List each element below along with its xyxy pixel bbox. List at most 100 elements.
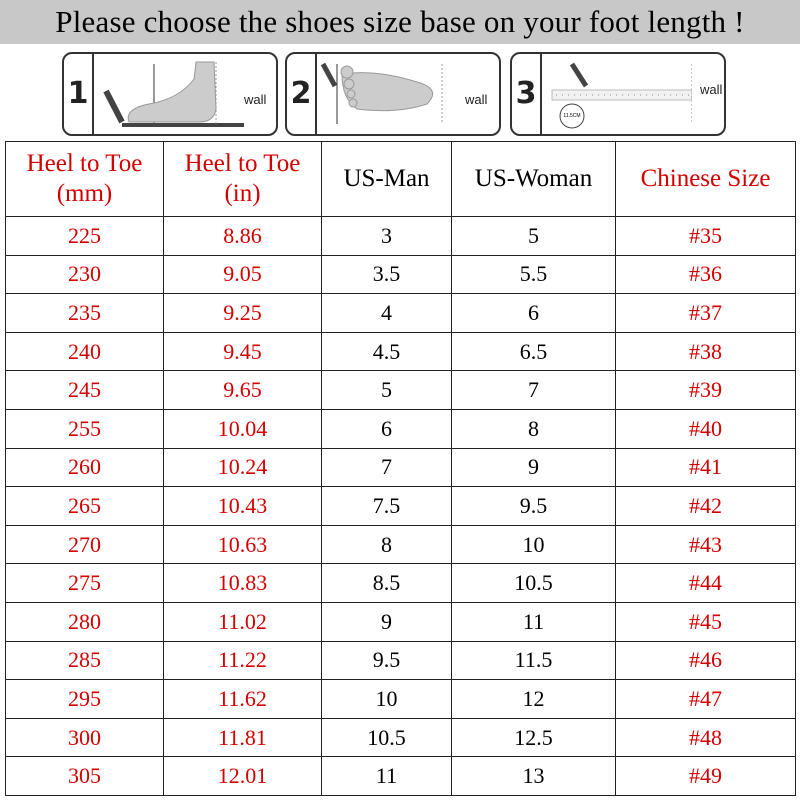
cell-chinese-size: #36 [615,254,796,295]
table-row: 230 9.05 3.5 5.5 #36 [5,254,796,295]
header-line: Heel to Toe [26,150,143,177]
foot-top-icon [320,62,443,124]
table-row: 265 10.43 7.5 9.5 #42 [5,486,796,526]
cell-chinese-size: #46 [615,640,796,681]
cell-in: 10.83 [163,563,322,603]
cell-us-woman: 10.5 [451,563,616,603]
table-row: 260 10.24 7 9 #41 [5,447,796,488]
header-unit: (in) [224,180,261,207]
cell-us-woman: 9 [451,447,616,488]
cell-us-man: 6 [321,408,452,449]
cell-us-man: 3.5 [321,254,452,295]
header-row: Heel to Toe (mm) Heel to Toe (in) US-Man US-W… [5,141,796,217]
cell-us-man: 9.5 [321,640,452,681]
cell-us-woman: 5 [451,216,616,256]
cell-in: 11.02 [163,601,322,642]
cell-chinese-size: #49 [615,756,796,796]
step-3-panel: 3 11.5CM wall [510,52,726,136]
cell-chinese-size: #42 [615,486,796,526]
size-chart-table: Heel to Toe (mm) Heel to Toe (in) US-Man US-W… [5,141,796,796]
cell-us-woman: 13 [451,756,616,796]
wall-label: wall [244,92,267,107]
cell-us-woman: 8 [451,408,616,449]
header-line: Chinese Size [640,165,771,192]
table-row: 285 11.22 9.5 11.5 #46 [5,640,796,681]
cell-in: 11.22 [163,640,322,681]
cell-chinese-size: #48 [615,717,796,758]
cell-mm: 300 [5,717,164,758]
cell-mm: 245 [5,370,164,410]
step-number: 1 [64,54,94,134]
header-chinese-size: Chinese Size [615,141,796,217]
cell-in: 10.04 [163,408,322,449]
cell-us-man: 9 [321,601,452,642]
cell-us-woman: 9.5 [451,486,616,526]
table-row: 300 11.81 10.5 12.5 #48 [5,717,796,758]
table-row: 280 11.02 9 11 #45 [5,601,796,642]
table-row: 225 8.86 3 5 #35 [5,216,796,256]
cell-us-woman: 11 [451,601,616,642]
cell-in: 9.45 [163,331,322,372]
cell-chinese-size: #44 [615,563,796,603]
cell-in: 9.05 [163,254,322,295]
table-row: 270 10.63 8 10 #43 [5,524,796,565]
cell-us-man: 11 [321,756,452,796]
header-line: Heel to Toe [184,150,301,177]
wall-label: wall [465,92,488,107]
cell-chinese-size: #41 [615,447,796,488]
table-row: 305 12.01 11 13 #49 [5,756,796,796]
cell-mm: 260 [5,447,164,488]
cell-in: 10.24 [163,447,322,488]
table-row: 295 11.62 10 12 #47 [5,679,796,719]
cell-mm: 275 [5,563,164,603]
cell-us-man: 3 [321,216,452,256]
table-row: 275 10.83 8.5 10.5 #44 [5,563,796,603]
cell-in: 9.65 [163,370,322,410]
cell-us-woman: 12 [451,679,616,719]
cell-mm: 230 [5,254,164,295]
cell-chinese-size: #39 [615,370,796,410]
header-line: US-Man [343,165,430,192]
cell-us-man: 8.5 [321,563,452,603]
cell-mm: 305 [5,756,164,796]
table-row: 240 9.45 4.5 6.5 #38 [5,331,796,372]
cell-chinese-size: #43 [615,524,796,565]
cell-us-woman: 10 [451,524,616,565]
header-unit: (mm) [56,180,113,207]
cell-in: 10.63 [163,524,322,565]
wall-label: wall [700,82,723,97]
cell-mm: 235 [5,293,164,333]
cell-us-woman: 11.5 [451,640,616,681]
cell-mm: 295 [5,679,164,719]
cell-in: 9.25 [163,293,322,333]
cell-mm: 225 [5,216,164,256]
cell-in: 11.62 [163,679,322,719]
cell-mm: 265 [5,486,164,526]
cell-mm: 270 [5,524,164,565]
cell-us-woman: 5.5 [451,254,616,295]
cell-in: 10.43 [163,486,322,526]
foot-side-icon [103,61,244,127]
cell-us-woman: 7 [451,370,616,410]
cell-chinese-size: #47 [615,679,796,719]
ruler-icon [551,62,692,129]
table-row: 235 9.25 4 6 #37 [5,293,796,333]
header-us-woman: US-Woman [451,141,616,217]
header-us-man: US-Man [321,141,452,217]
table-row: 245 9.65 5 7 #39 [5,370,796,410]
cell-us-man: 10 [321,679,452,719]
step-number: 2 [287,54,317,134]
cell-us-man: 4 [321,293,452,333]
cell-us-woman: 6 [451,293,616,333]
table-row: 255 10.04 6 8 #40 [5,408,796,449]
cell-chinese-size: #38 [615,331,796,372]
step-2-panel: 2 wall [285,52,501,136]
page-title: Please choose the shoes size base on you… [0,0,800,44]
cell-us-man: 4.5 [321,331,452,372]
cell-chinese-size: #35 [615,216,796,256]
cell-chinese-size: #45 [615,601,796,642]
step-number: 3 [512,54,542,134]
cell-us-man: 7.5 [321,486,452,526]
cell-in: 8.86 [163,216,322,256]
cell-mm: 240 [5,331,164,372]
